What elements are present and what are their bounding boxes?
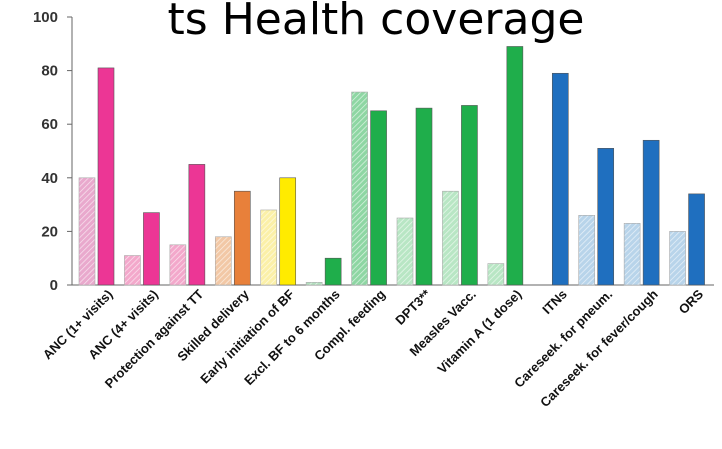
bar-series2: [461, 105, 478, 286]
bars: [78, 46, 705, 286]
y-tick-label: 100: [33, 9, 58, 26]
bar-series1: [623, 223, 641, 286]
bar-series1: [124, 255, 141, 286]
bar-series1: [260, 209, 278, 286]
bar-series2: [279, 177, 297, 286]
bar-series2: [370, 110, 387, 286]
bar-series1: [169, 244, 187, 286]
bar-series2: [324, 257, 342, 286]
chart-title-fragment: ts Health coverage: [168, 0, 585, 45]
bar-series2: [551, 72, 569, 286]
bar-series1: [78, 177, 96, 286]
bar-series2: [415, 107, 433, 286]
bar-series1: [305, 282, 323, 286]
category-label: DPT3**: [392, 286, 434, 328]
bar-series2: [233, 190, 251, 286]
bar-series1: [442, 190, 459, 286]
y-tick-label: 0: [50, 277, 58, 294]
category-label: Vitamin A (1 dose): [434, 287, 524, 377]
bar-series1: [214, 236, 232, 286]
bar-series2: [188, 164, 206, 286]
bar-series1: [578, 215, 596, 286]
bar-series1: [351, 91, 368, 286]
x-axis-labels: ANC (1+ visits)ANC (4+ visits)Protection…: [40, 286, 707, 410]
bar-series2: [97, 67, 115, 286]
y-tick-label: 40: [41, 170, 58, 187]
y-tick-label: 80: [41, 63, 58, 80]
bar-series2: [506, 46, 524, 286]
category-label: ORS: [676, 286, 707, 317]
bar-series1: [396, 217, 414, 286]
category-label: ITNs: [539, 287, 570, 318]
bar-series1: [487, 263, 505, 286]
bar-series2: [597, 148, 615, 286]
bar-series2: [642, 139, 660, 286]
bar-series2: [688, 193, 705, 286]
y-tick-label: 60: [41, 116, 58, 133]
bar-series1: [669, 231, 686, 286]
y-tick-label: 20: [41, 223, 58, 240]
bar-series2: [143, 212, 160, 286]
